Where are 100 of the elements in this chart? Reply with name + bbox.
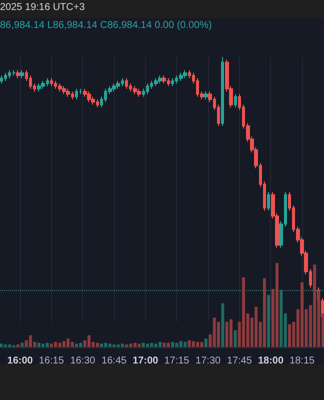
- bar: [146, 344, 150, 347]
- bar: [313, 264, 316, 347]
- bar: [200, 342, 204, 347]
- candlestick: [58, 83, 62, 92]
- bar: [300, 282, 304, 347]
- bar: [216, 322, 220, 347]
- bar: [87, 335, 90, 347]
- bar: [79, 342, 82, 347]
- candlestick: [137, 88, 141, 98]
- bar: [158, 342, 162, 347]
- bar: [212, 318, 216, 347]
- bar: [66, 338, 70, 347]
- bar: [150, 342, 154, 347]
- bar: [62, 341, 66, 347]
- bar: [50, 344, 53, 347]
- bar: [0, 344, 3, 347]
- bar: [28, 335, 32, 347]
- candlestick: [66, 88, 70, 98]
- candlestick: [75, 88, 78, 100]
- bar: [112, 344, 116, 347]
- bar: [54, 342, 58, 347]
- candlestick: [158, 75, 162, 84]
- candlestick: [267, 192, 270, 212]
- bar: [8, 344, 12, 347]
- candlestick: [171, 78, 174, 87]
- bar: [116, 344, 120, 347]
- candlestick: [0, 75, 3, 84]
- x-tick-label: 16:45: [102, 356, 128, 366]
- bar: [204, 338, 208, 347]
- candlestick: [162, 75, 166, 84]
- bar: [100, 344, 104, 347]
- x-tick-label: 16:00: [7, 356, 34, 366]
- candlestick: [12, 70, 16, 76]
- x-tick-label: 18:00: [258, 356, 284, 366]
- bar: [4, 344, 7, 347]
- bar: [58, 342, 62, 347]
- bar: [175, 342, 178, 347]
- candlestick: [41, 80, 45, 90]
- bar: [230, 319, 232, 347]
- x-tick-label: 16:30: [70, 356, 96, 366]
- text: 86,984.14 L86,984.14 C86,984.14 0.00 (0.00%): [0, 20, 212, 31]
- bar: [171, 342, 174, 347]
- bar: [162, 342, 166, 347]
- candlestick: [116, 80, 120, 90]
- bar: [225, 322, 228, 347]
- bar: [179, 341, 182, 347]
- bar: [104, 342, 108, 347]
- candlestick: [37, 83, 41, 92]
- bar: [120, 344, 124, 347]
- bar: [192, 341, 195, 347]
- bar: [133, 342, 136, 347]
- bar: [129, 344, 132, 347]
- x-tick-label: 17:45: [226, 356, 252, 366]
- candlestick: [133, 86, 137, 95]
- candlestick: [234, 94, 237, 108]
- bar: [196, 342, 200, 347]
- x-tick-label: 16:15: [38, 356, 64, 366]
- bar: [234, 330, 237, 347]
- bar: [254, 306, 258, 347]
- bar: [166, 342, 170, 347]
- bar: [288, 324, 292, 347]
- x-tick-label: 18:15: [290, 356, 316, 366]
- bar: [280, 290, 283, 347]
- x-tick-label: 17:30: [196, 356, 222, 366]
- bar: [20, 342, 24, 347]
- x-tick-label: 17:00: [132, 356, 159, 366]
- candlestick: [50, 78, 53, 87]
- candlestick: [87, 90, 91, 103]
- text: 2025 19:16 UTC+3: [0, 2, 85, 13]
- bar: [70, 342, 74, 347]
- bar: [74, 344, 78, 347]
- bar: [221, 303, 224, 347]
- x-tick-label: 17:15: [164, 356, 190, 366]
- bar: [96, 342, 99, 347]
- bar: [276, 263, 278, 347]
- bar: [138, 344, 141, 347]
- candlestick: [112, 83, 116, 92]
- bar: [242, 277, 246, 347]
- candlestick: [125, 78, 128, 90]
- bar: [188, 340, 191, 347]
- candlestick: [154, 78, 158, 87]
- bar: [16, 344, 20, 347]
- bar: [46, 342, 49, 347]
- candlestick: [20, 70, 24, 79]
- bar: [154, 344, 158, 347]
- bar: [142, 342, 145, 347]
- candlestick: [179, 72, 183, 82]
- candlestick: [16, 70, 20, 79]
- candlestick: [204, 90, 208, 100]
- candlestick: [221, 56, 224, 126]
- bar: [267, 294, 270, 347]
- candlestick: [183, 70, 187, 79]
- bar: [262, 278, 266, 347]
- bar: [125, 344, 128, 347]
- bar: [37, 342, 40, 347]
- candlestick: [146, 83, 149, 95]
- bar: [184, 342, 187, 347]
- bar: [108, 344, 112, 347]
- candlestick: [62, 86, 66, 95]
- candlestick: [4, 72, 7, 82]
